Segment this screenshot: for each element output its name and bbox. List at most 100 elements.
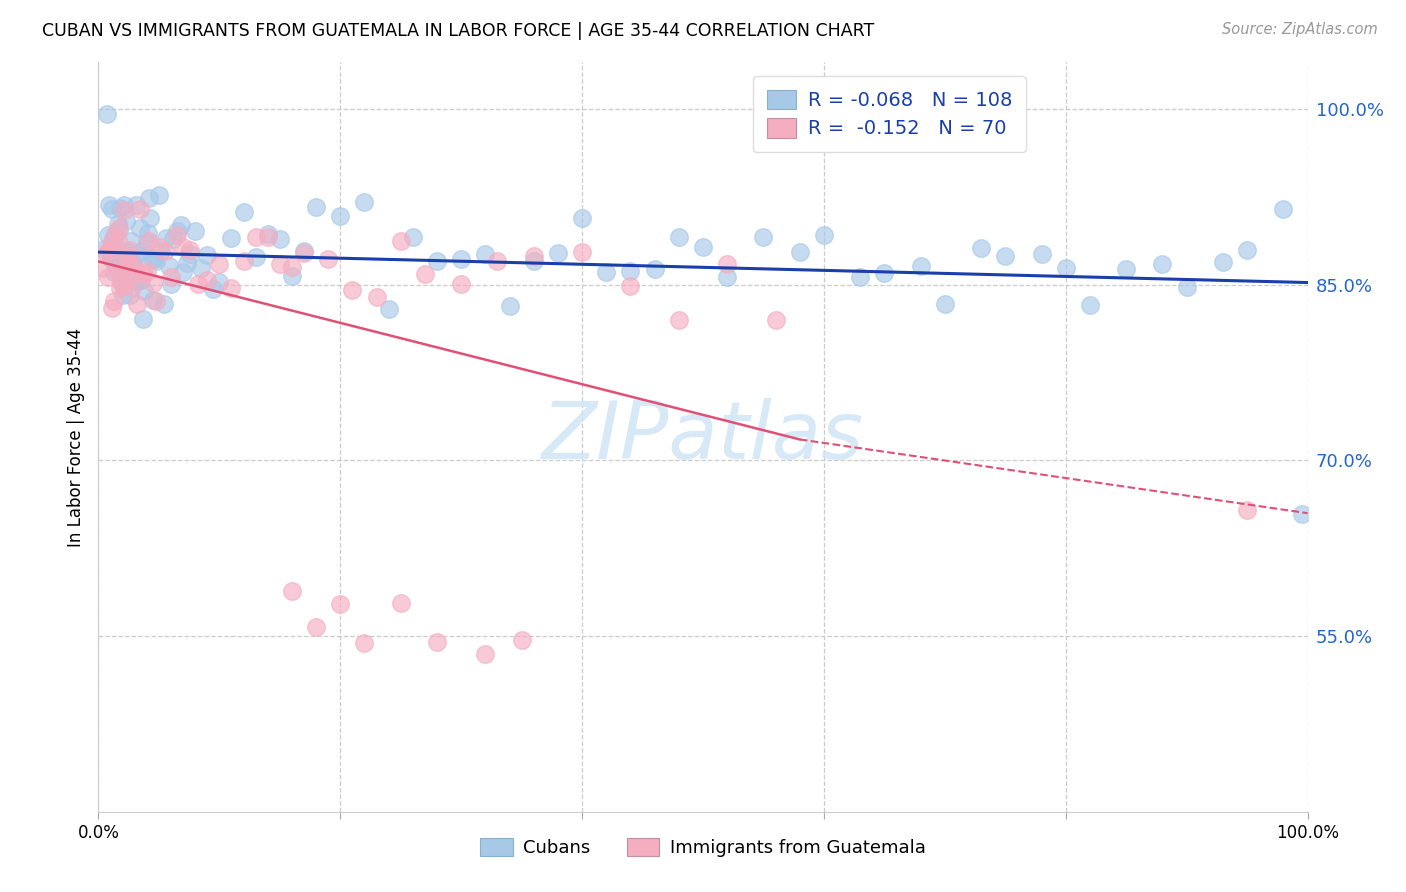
Point bbox=[104, 227, 127, 241]
Point bbox=[131, 267, 153, 281]
Point bbox=[172, 240, 194, 254]
Point bbox=[474, 247, 496, 261]
Point bbox=[187, 277, 209, 292]
Point bbox=[595, 265, 617, 279]
Point bbox=[619, 278, 641, 293]
Point bbox=[619, 264, 641, 278]
Point bbox=[172, 265, 194, 279]
Point bbox=[100, 236, 122, 251]
Point bbox=[305, 620, 328, 634]
Point bbox=[98, 198, 121, 212]
Point bbox=[221, 281, 243, 295]
Point bbox=[142, 293, 165, 307]
Point bbox=[127, 297, 149, 311]
Point bbox=[179, 247, 201, 261]
Point bbox=[281, 260, 304, 275]
Point bbox=[136, 226, 159, 240]
Point bbox=[110, 245, 132, 260]
Point bbox=[389, 234, 412, 248]
Point bbox=[111, 277, 134, 292]
Point bbox=[353, 636, 375, 650]
Point bbox=[873, 267, 896, 281]
Point bbox=[127, 274, 149, 288]
Point bbox=[765, 313, 787, 327]
Point bbox=[1236, 503, 1258, 517]
Point bbox=[118, 245, 141, 260]
Point bbox=[152, 296, 174, 310]
Point bbox=[143, 252, 166, 266]
Point bbox=[169, 218, 191, 232]
Point bbox=[292, 244, 315, 258]
Point bbox=[120, 265, 142, 279]
Point bbox=[1212, 254, 1234, 268]
Point bbox=[1031, 247, 1053, 261]
Point bbox=[329, 209, 352, 223]
Point bbox=[450, 277, 472, 291]
Point bbox=[110, 275, 132, 289]
Point bbox=[100, 252, 122, 266]
Point bbox=[135, 263, 157, 277]
Point bbox=[122, 256, 145, 270]
Point bbox=[114, 278, 136, 293]
Point bbox=[1272, 202, 1295, 216]
Point bbox=[523, 249, 546, 263]
Point bbox=[118, 243, 141, 257]
Point bbox=[134, 284, 156, 298]
Point bbox=[153, 244, 176, 258]
Point bbox=[668, 313, 690, 327]
Point bbox=[474, 647, 496, 661]
Point bbox=[128, 202, 150, 216]
Point bbox=[813, 228, 835, 243]
Point bbox=[103, 229, 125, 244]
Point bbox=[96, 107, 118, 121]
Point bbox=[128, 221, 150, 235]
Point bbox=[135, 235, 157, 249]
Point bbox=[970, 241, 993, 255]
Point bbox=[97, 228, 120, 243]
Point bbox=[1078, 298, 1101, 312]
Point bbox=[716, 270, 738, 285]
Point bbox=[108, 223, 131, 237]
Point bbox=[934, 297, 956, 311]
Point bbox=[160, 270, 183, 285]
Point bbox=[269, 232, 291, 246]
Point bbox=[208, 257, 231, 271]
Point bbox=[132, 311, 155, 326]
Point bbox=[281, 584, 304, 599]
Point bbox=[104, 254, 127, 268]
Point bbox=[353, 194, 375, 209]
Point bbox=[131, 244, 153, 258]
Point bbox=[232, 253, 254, 268]
Point bbox=[644, 262, 666, 277]
Point bbox=[100, 301, 122, 315]
Point bbox=[93, 242, 115, 256]
Point bbox=[668, 230, 690, 244]
Point bbox=[108, 281, 131, 295]
Point bbox=[269, 257, 291, 271]
Point bbox=[160, 277, 183, 291]
Point bbox=[148, 240, 170, 254]
Point bbox=[195, 248, 218, 262]
Point bbox=[245, 250, 267, 264]
Point bbox=[107, 250, 129, 264]
Text: CUBAN VS IMMIGRANTS FROM GUATEMALA IN LABOR FORCE | AGE 35-44 CORRELATION CHART: CUBAN VS IMMIGRANTS FROM GUATEMALA IN LA… bbox=[42, 22, 875, 40]
Point bbox=[789, 244, 811, 259]
Point bbox=[184, 223, 207, 237]
Point bbox=[716, 257, 738, 271]
Point bbox=[994, 249, 1017, 263]
Point bbox=[157, 259, 180, 273]
Point bbox=[105, 262, 128, 277]
Point bbox=[523, 253, 546, 268]
Point bbox=[127, 248, 149, 262]
Point bbox=[100, 247, 122, 261]
Point bbox=[112, 197, 135, 211]
Point bbox=[141, 252, 163, 266]
Point bbox=[1054, 261, 1077, 276]
Point bbox=[150, 244, 173, 259]
Point bbox=[316, 252, 339, 266]
Point bbox=[103, 293, 125, 308]
Text: ZIPatlas: ZIPatlas bbox=[541, 398, 865, 476]
Point bbox=[112, 202, 135, 217]
Point bbox=[281, 268, 304, 283]
Point bbox=[426, 254, 449, 268]
